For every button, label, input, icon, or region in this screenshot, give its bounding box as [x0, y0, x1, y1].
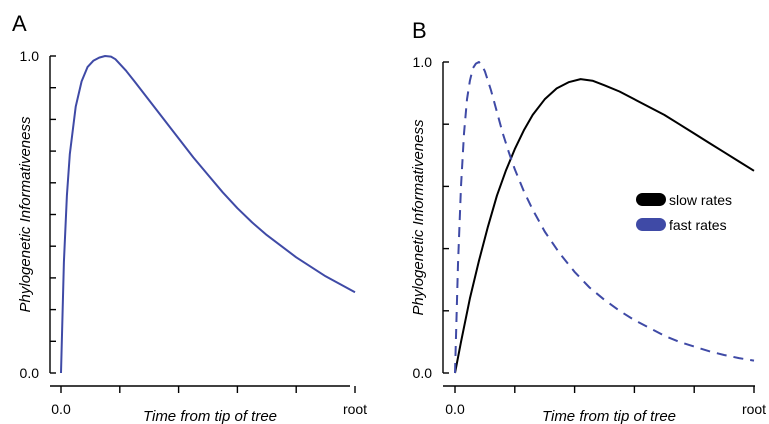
panel-label: B	[412, 18, 427, 43]
legend-label: slow rates	[669, 192, 732, 208]
series-line	[60, 55, 356, 374]
x-tick-label: 0.0	[445, 401, 465, 417]
panel-a: A 0.0 1.0 0.0 root Time from tip of tree Phylo…	[12, 11, 367, 424]
x-axis-title: Time from tip of tree	[542, 408, 676, 424]
y-tick-label: 0.0	[413, 365, 433, 381]
y-axis-title: Phylogenetic Informativeness	[410, 119, 427, 315]
series-line	[454, 61, 755, 374]
panel-b: B 0.0 1.0 0.0 root Time from tip of tree Phylo…	[410, 18, 766, 424]
x-axis-title: Time from tip of tree	[143, 408, 277, 424]
y-tick-label: 1.0	[20, 48, 40, 64]
x-tick-label: 0.0	[51, 401, 71, 417]
panel-label: A	[12, 11, 27, 36]
x-tick-label: root	[343, 401, 367, 417]
legend-swatch	[636, 218, 666, 231]
y-axis-title: Phylogenetic Informativeness	[17, 116, 34, 312]
series-line	[454, 78, 755, 374]
x-tick-label: root	[742, 401, 766, 417]
legend-label: fast rates	[669, 217, 727, 233]
y-tick-label: 1.0	[413, 54, 433, 70]
y-tick-label: 0.0	[20, 365, 40, 381]
legend-swatch	[636, 193, 666, 206]
